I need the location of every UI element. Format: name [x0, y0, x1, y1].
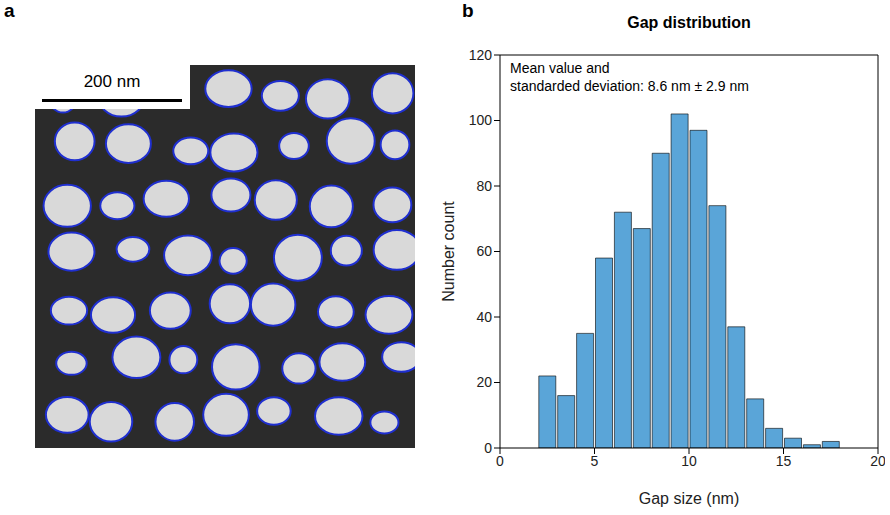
svg-text:0: 0	[496, 453, 504, 469]
svg-text:Gap size (nm): Gap size (nm)	[639, 490, 739, 507]
svg-text:60: 60	[476, 243, 492, 259]
html-text:Mean value and: Mean value and	[510, 60, 610, 76]
svg-text:20: 20	[476, 374, 492, 390]
svg-text:10: 10	[681, 453, 697, 469]
svg-text:5: 5	[591, 453, 599, 469]
svg-text:40: 40	[476, 309, 492, 325]
html-text:a: a	[4, 0, 15, 21]
html-text:Gap distribution: Gap distribution	[627, 14, 751, 31]
svg-text:100: 100	[469, 112, 493, 128]
svg-text:80: 80	[476, 178, 492, 194]
html-text:b: b	[462, 0, 474, 21]
svg-text:Number count: Number count	[440, 201, 457, 302]
svg-text:200 nm: 200 nm	[84, 72, 141, 91]
svg-text:120: 120	[469, 47, 493, 63]
html-text:standarded deviation: 8.6 nm ±: standarded deviation: 8.6 nm ± 2.9 nm	[510, 78, 749, 94]
svg-text:0: 0	[484, 440, 492, 456]
svg-text:20: 20	[870, 453, 885, 469]
svg-text:15: 15	[776, 453, 792, 469]
